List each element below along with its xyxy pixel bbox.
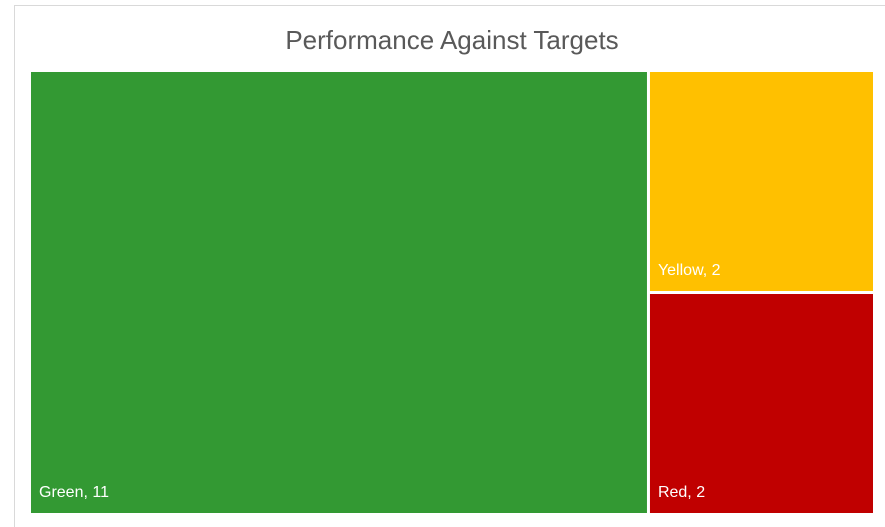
data-label: Green, 11 (39, 484, 109, 501)
tile (31, 72, 647, 513)
data-label: Yellow, 2 (658, 262, 721, 279)
data-label: Red, 2 (658, 484, 705, 501)
chart-title: Performance Against Targets (285, 25, 618, 55)
tile (649, 294, 873, 513)
tile (649, 72, 873, 291)
